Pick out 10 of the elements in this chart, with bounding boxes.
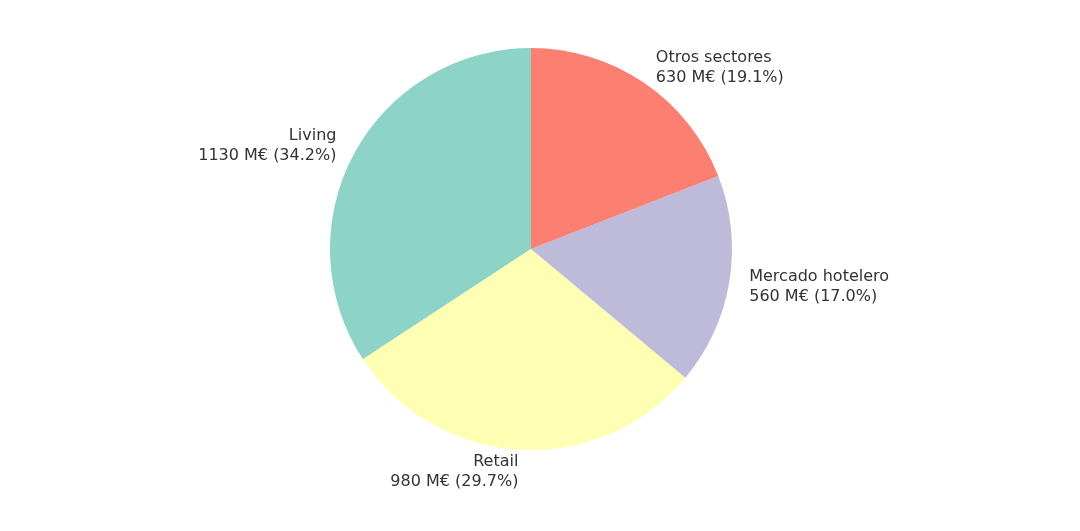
slice-label: Living: [288, 124, 337, 144]
data-label: 1130 M€ (34.2%): [198, 144, 337, 164]
pie-slice: [531, 176, 732, 378]
slice-label: Otros sectores: [655, 46, 772, 66]
data-label: 630 M€ (19.1%): [655, 66, 784, 86]
slice-label: Mercado hotelero: [749, 265, 890, 285]
data-label: 980 M€ (29.7%): [390, 470, 519, 490]
pie-slice: [362, 249, 686, 450]
slice-label: Retail: [473, 450, 519, 470]
data-label: 560 M€ (17.0%): [749, 285, 878, 305]
